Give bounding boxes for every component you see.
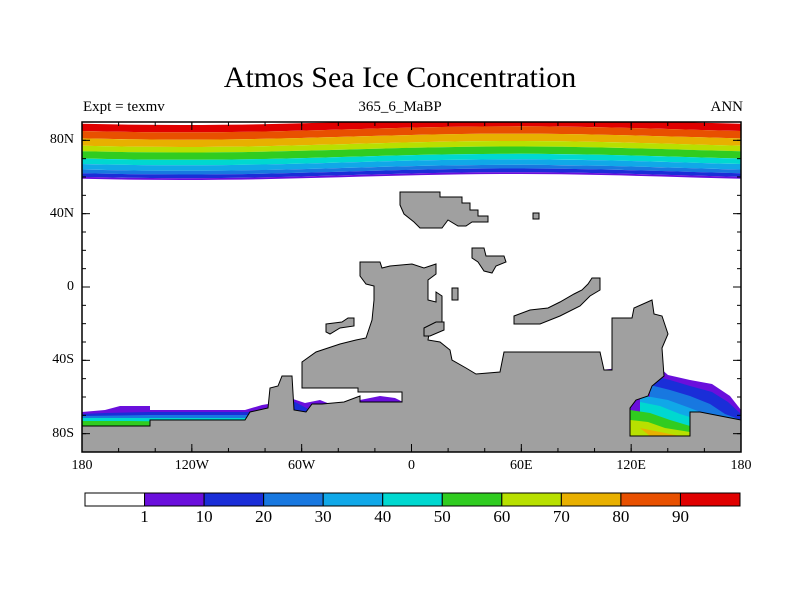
y-tick-label: 80S xyxy=(52,425,74,441)
land-islet xyxy=(532,212,540,220)
period-label: 365_6_MaBP xyxy=(358,99,442,115)
colorbar-label: 70 xyxy=(552,507,570,526)
colorbar-swatch xyxy=(501,492,562,507)
arctic-band-9 xyxy=(82,172,741,180)
arctic-band-5 xyxy=(82,153,741,166)
arctic-band-6 xyxy=(82,159,741,171)
arctic-band-4 xyxy=(82,146,741,160)
land-island-4 xyxy=(513,277,601,325)
arctic-band-8 xyxy=(82,168,741,179)
colorbar-swatch xyxy=(263,492,324,507)
colorbar-label: 80 xyxy=(612,507,630,526)
colorbar xyxy=(84,492,741,507)
arctic-band-7 xyxy=(82,164,741,175)
arctic-band-3 xyxy=(82,141,741,153)
x-tick-label: 180 xyxy=(730,458,752,473)
y-tick-label: 40S xyxy=(52,352,74,368)
colorbar-swatch xyxy=(84,492,146,507)
arctic-band-1 xyxy=(82,126,741,140)
x-tick-label: 120W xyxy=(174,458,209,473)
land-arabia xyxy=(471,247,507,274)
colorbar-label: 60 xyxy=(493,507,511,526)
colorbar-label: 10 xyxy=(195,507,213,526)
colorbar-swatch xyxy=(679,492,741,507)
colorbar-swatch xyxy=(441,492,503,507)
colorbar-label: 1 xyxy=(140,507,149,526)
colorbar-label: 40 xyxy=(374,507,392,526)
x-tick-label: 60E xyxy=(510,458,533,473)
land-island-1 xyxy=(325,317,355,335)
colorbar-swatch xyxy=(203,492,265,507)
x-tick-label: 0 xyxy=(408,458,415,473)
arctic-sea-ice-bands xyxy=(82,122,741,180)
land-island-2 xyxy=(423,321,445,337)
colorbar-swatch xyxy=(382,492,443,507)
x-tick-label: 120E xyxy=(616,458,646,473)
y-tick-label: 0 xyxy=(67,279,74,294)
land-masses xyxy=(82,191,741,452)
colorbar-label: 30 xyxy=(314,507,332,526)
colorbar-label: 90 xyxy=(671,507,689,526)
arctic-band-2 xyxy=(82,133,741,147)
x-tick-label: 60W xyxy=(288,458,316,473)
y-tick-label: 80N xyxy=(49,132,74,148)
season-label: ANN xyxy=(710,99,744,115)
colorbar-swatch xyxy=(144,492,205,507)
colorbar-swatch xyxy=(322,492,384,507)
experiment-label: Expt = texmv xyxy=(83,99,165,115)
colorbar-swatch xyxy=(620,492,681,507)
y-tick-label: 40N xyxy=(49,205,74,221)
colorbar-label: 50 xyxy=(433,507,451,526)
land-island-3 xyxy=(451,287,459,301)
chart-title: Atmos Sea Ice Concentration xyxy=(223,61,577,94)
x-tick-label: 180 xyxy=(71,458,93,473)
axis-ticks xyxy=(81,122,742,452)
colorbar-label: 20 xyxy=(255,507,273,526)
colorbar-swatch xyxy=(560,492,622,507)
land-europe xyxy=(399,191,489,229)
